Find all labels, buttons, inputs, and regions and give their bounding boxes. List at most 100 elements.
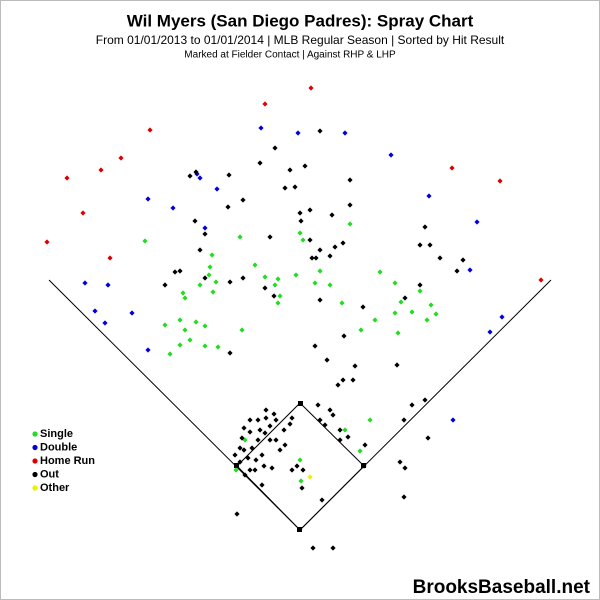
point (241, 447, 247, 453)
point (202, 343, 208, 349)
point (350, 377, 356, 383)
point (312, 343, 318, 349)
point (269, 465, 275, 471)
point (213, 279, 219, 285)
point (239, 327, 245, 333)
point (377, 269, 383, 275)
point (307, 207, 313, 213)
point (214, 186, 220, 192)
point (226, 172, 232, 178)
point (162, 282, 168, 288)
legend-swatch (32, 471, 38, 478)
point (187, 337, 193, 343)
point (170, 205, 176, 211)
third-base (234, 463, 239, 468)
point (202, 323, 208, 329)
point (252, 262, 258, 268)
point (257, 427, 263, 433)
point (234, 511, 240, 517)
point (297, 230, 303, 236)
point (206, 272, 212, 278)
point (347, 177, 353, 183)
point (367, 417, 373, 423)
point (298, 478, 304, 484)
point (263, 407, 269, 413)
point (402, 465, 408, 471)
point (449, 165, 455, 171)
point (308, 85, 314, 91)
point (193, 169, 199, 175)
point (327, 407, 333, 413)
point (402, 295, 408, 301)
point (324, 357, 330, 363)
legend-label: Other (40, 482, 70, 494)
point (341, 333, 347, 339)
point (182, 295, 188, 301)
point (271, 411, 277, 417)
point (202, 225, 208, 231)
point (273, 417, 279, 423)
point (293, 272, 299, 278)
home-plate (297, 527, 302, 532)
point (142, 238, 148, 244)
point (118, 155, 124, 161)
point (538, 277, 544, 283)
point (362, 442, 368, 448)
point (281, 427, 287, 433)
point (294, 463, 300, 469)
point (307, 474, 313, 480)
point (361, 463, 367, 469)
point (237, 445, 243, 451)
point (245, 455, 251, 461)
point (259, 452, 265, 458)
point (433, 311, 439, 317)
point (335, 382, 341, 388)
point (409, 309, 415, 315)
point (329, 212, 335, 218)
point (425, 435, 431, 441)
point (197, 282, 203, 288)
point (262, 101, 268, 107)
point (345, 434, 351, 440)
point (227, 350, 233, 356)
point (167, 351, 173, 357)
point (454, 268, 460, 274)
point (255, 417, 261, 423)
point (289, 415, 295, 421)
point (388, 152, 394, 158)
point (272, 282, 278, 288)
legend-label: Home Run (40, 455, 95, 467)
point (253, 457, 259, 463)
point (302, 163, 308, 169)
point (240, 275, 246, 281)
point (310, 545, 316, 551)
point (342, 427, 348, 433)
point (427, 242, 433, 248)
point (233, 467, 239, 473)
point (277, 447, 283, 453)
point (242, 472, 248, 478)
point (317, 247, 323, 253)
point (317, 417, 323, 423)
point (275, 300, 281, 306)
point (467, 267, 473, 273)
point (92, 308, 98, 314)
point (44, 239, 50, 245)
point (289, 467, 295, 473)
point (395, 330, 401, 336)
left-foul-line (48, 279, 301, 531)
point (339, 300, 345, 306)
point (129, 310, 135, 316)
point (357, 448, 363, 454)
legend-label: Double (40, 441, 77, 453)
point (259, 482, 265, 488)
point (177, 317, 183, 323)
point (272, 145, 278, 151)
point (102, 320, 108, 326)
point (64, 175, 70, 181)
point (317, 128, 323, 134)
point (177, 268, 183, 274)
point (282, 185, 288, 191)
point (261, 463, 267, 469)
